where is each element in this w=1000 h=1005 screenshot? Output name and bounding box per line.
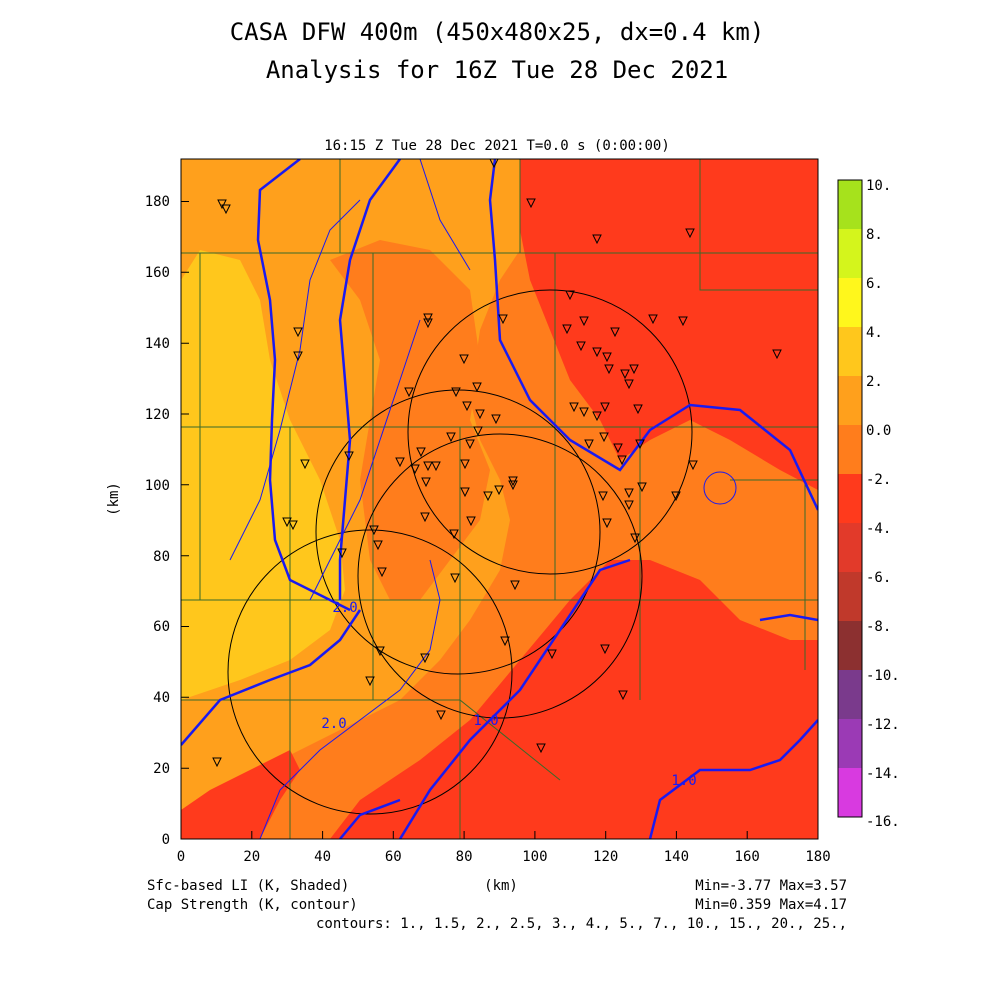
main-title: CASA DFW 400m (450x480x25, dx=0.4 km)	[230, 18, 765, 46]
colorbar-cell	[838, 719, 862, 768]
x-tick-label: 160	[735, 849, 760, 865]
footer-contour-range: Min=0.359 Max=4.17	[695, 897, 847, 913]
colorbar-label: -14.	[866, 766, 900, 782]
contour-label-1-0-south: 1.0	[473, 713, 498, 729]
y-tick-label: 80	[153, 549, 170, 565]
colorbar-label: -4.	[866, 521, 891, 537]
colorbar-label: 10.	[866, 178, 891, 194]
footer-contour-field: Cap Strength (K, contour)	[147, 897, 358, 913]
colorbar-label: -2.	[866, 472, 891, 488]
y-tick-label: 60	[153, 619, 170, 635]
x-tick-label: 0	[177, 849, 185, 865]
y-axis-label: (km)	[106, 482, 122, 516]
y-tick-label: 120	[145, 407, 170, 423]
contour-label-2-0: 2.0	[332, 600, 357, 616]
footer-shaded-range: Min=-3.77 Max=3.57	[695, 878, 847, 894]
colorbar-label: 8.	[866, 227, 883, 243]
colorbar-cell	[838, 621, 862, 670]
map-area: 2.0 1.0 1.0 2.0	[181, 159, 818, 839]
contour-label-1-0-east: 1.0	[671, 773, 696, 789]
cap-contours	[181, 159, 818, 839]
y-tick-label: 160	[145, 265, 170, 281]
plot-border	[180, 158, 819, 840]
x-tick-labels: 0 20 40 60 80 100 120 140 160 180	[177, 849, 831, 865]
axis-ticks	[180, 201, 819, 840]
li-shade-red-east	[520, 159, 818, 490]
x-tick-label: 40	[314, 849, 331, 865]
colorbar-cell	[838, 327, 862, 376]
colorbar-label: 2.	[866, 374, 883, 390]
colorbar-cell	[838, 425, 862, 474]
x-tick-label: 180	[805, 849, 830, 865]
colorbar-cell	[838, 278, 862, 327]
x-tick-label: 120	[593, 849, 618, 865]
x-tick-label: 100	[522, 849, 547, 865]
colorbar-labels: 10. 8. 6. 4. 2. 0.0 -2. -4. -6. -8. -10.…	[866, 178, 900, 830]
colorbar-cell	[838, 523, 862, 572]
footer-shaded-field: Sfc-based LI (K, Shaded)	[147, 878, 349, 894]
main-subtitle: Analysis for 16Z Tue 28 Dec 2021	[266, 56, 728, 84]
colorbar-label: 0.0	[866, 423, 891, 439]
colorbar-label: -8.	[866, 619, 891, 635]
footer-contour-levels: contours: 1., 1.5, 2., 2.5, 3., 4., 5., …	[316, 916, 847, 932]
y-tick-label: 20	[153, 761, 170, 777]
x-tick-label: 140	[664, 849, 689, 865]
colorbar-label: -16.	[866, 814, 900, 830]
y-tick-label: 100	[145, 478, 170, 494]
li-shade-central-lobe	[330, 240, 490, 600]
colorbar: 10. 8. 6. 4. 2. 0.0 -2. -4. -6. -8. -10.…	[837, 178, 900, 830]
li-shade-nw-band	[181, 159, 300, 280]
colorbar-cell	[838, 474, 862, 523]
colorbar-label: 6.	[866, 276, 883, 292]
y-tick-label: 180	[145, 194, 170, 210]
li-shade-red-southwest	[181, 750, 300, 839]
y-tick-label: 0	[162, 832, 170, 848]
x-tick-label: 60	[385, 849, 402, 865]
x-tick-label: 80	[456, 849, 473, 865]
contour-label-2-0-sw: 2.0	[321, 716, 346, 732]
li-shade-red-south	[330, 560, 818, 839]
colorbar-border	[837, 179, 863, 818]
county-boundaries	[181, 159, 818, 839]
colorbar-label: -12.	[866, 717, 900, 733]
plot-time-label: 16:15 Z Tue 28 Dec 2021 T=0.0 s (0:00:00…	[324, 138, 670, 154]
colorbar-label: 4.	[866, 325, 883, 341]
colorbar-label: -10.	[866, 668, 900, 684]
colorbar-cell	[838, 229, 862, 278]
y-tick-labels: 0 20 40 60 80 100 120 140 160 180	[145, 194, 170, 848]
y-tick-label: 140	[145, 336, 170, 352]
colorbar-cell	[838, 670, 862, 719]
station-markers	[212, 159, 782, 768]
colorbar-cell	[838, 180, 862, 229]
y-tick-label: 40	[153, 690, 170, 706]
colorbar-label: -6.	[866, 570, 891, 586]
colorbar-cell	[838, 572, 862, 621]
x-axis-label: (km)	[484, 878, 518, 894]
colorbar-cell	[838, 768, 862, 817]
colorbar-cell	[838, 376, 862, 425]
radar-range-rings	[227, 289, 693, 815]
x-tick-label: 20	[243, 849, 260, 865]
